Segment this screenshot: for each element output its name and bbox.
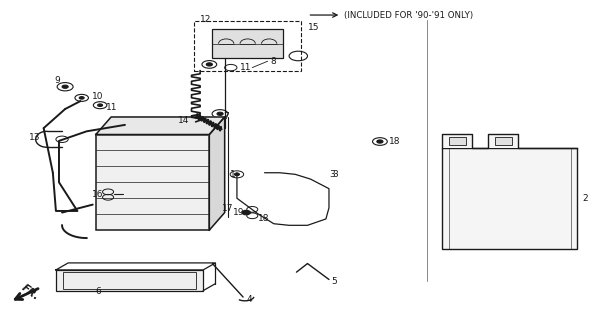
- Circle shape: [206, 63, 212, 66]
- Text: 14: 14: [178, 116, 189, 125]
- Text: 17: 17: [223, 204, 234, 213]
- Text: 12: 12: [200, 15, 212, 24]
- Bar: [212, 29, 283, 58]
- Polygon shape: [209, 117, 224, 230]
- Circle shape: [217, 112, 223, 116]
- Text: (INCLUDED FOR '90-'91 ONLY): (INCLUDED FOR '90-'91 ONLY): [344, 11, 474, 20]
- Circle shape: [98, 104, 103, 107]
- Text: 3: 3: [329, 170, 335, 179]
- Text: 15: 15: [308, 23, 319, 32]
- Text: 16: 16: [92, 189, 104, 199]
- Circle shape: [62, 85, 68, 88]
- Text: 3: 3: [332, 170, 338, 179]
- Circle shape: [79, 97, 84, 99]
- Circle shape: [180, 124, 187, 128]
- Text: 7: 7: [223, 112, 229, 121]
- Text: FR.: FR.: [20, 283, 41, 303]
- Circle shape: [377, 140, 383, 143]
- Bar: [448, 138, 466, 145]
- Circle shape: [122, 123, 128, 126]
- Polygon shape: [443, 134, 577, 148]
- Bar: [194, 21, 301, 71]
- Text: 2: 2: [582, 194, 588, 203]
- Text: 18: 18: [389, 137, 400, 146]
- Bar: [96, 134, 209, 230]
- Circle shape: [242, 210, 250, 215]
- Text: 1: 1: [230, 170, 236, 179]
- Bar: [443, 148, 577, 249]
- Polygon shape: [96, 117, 224, 134]
- Text: 8: 8: [271, 57, 276, 66]
- Text: 10: 10: [92, 92, 103, 101]
- Text: 19: 19: [233, 208, 244, 217]
- Text: 18: 18: [258, 214, 270, 223]
- Circle shape: [191, 120, 200, 124]
- Text: 4: 4: [246, 295, 252, 304]
- Text: 11: 11: [240, 63, 252, 72]
- Bar: [494, 138, 512, 145]
- Bar: [63, 272, 196, 289]
- Bar: [56, 270, 203, 291]
- Text: 13: 13: [29, 132, 41, 141]
- Circle shape: [234, 173, 239, 176]
- Text: 6: 6: [96, 287, 101, 296]
- Text: 5: 5: [331, 277, 336, 286]
- Text: 11: 11: [106, 103, 117, 112]
- Text: 9: 9: [55, 76, 60, 85]
